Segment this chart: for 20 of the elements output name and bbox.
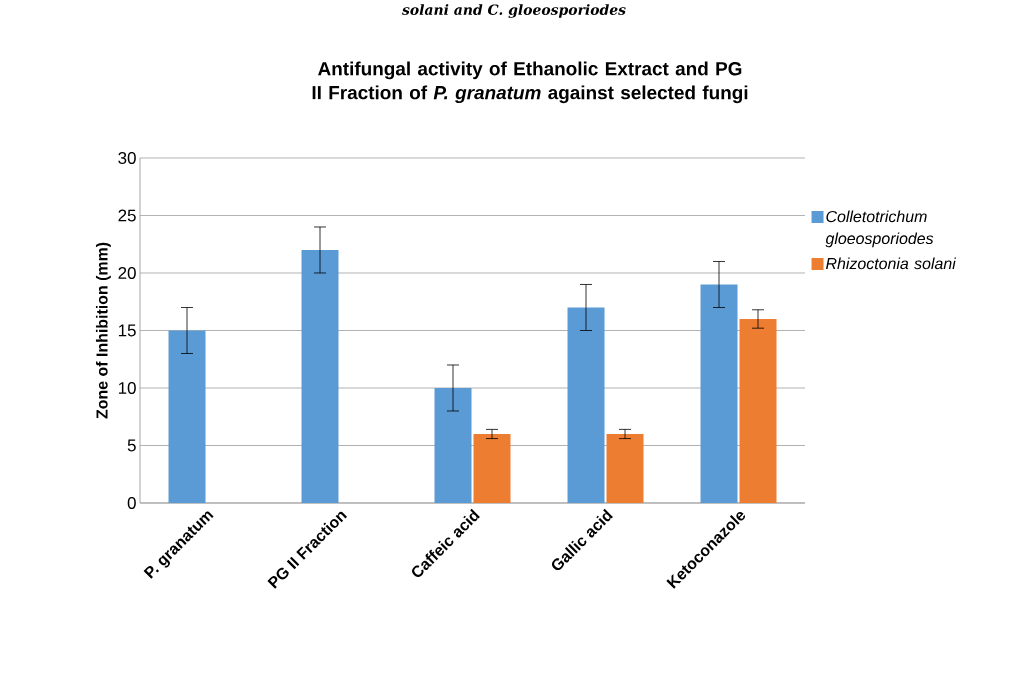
text: solani and C. gloeosporiodes [402, 4, 626, 18]
y-axis-title: Zone of Inhibition (mm) [95, 242, 111, 419]
y-tick-label: 30 [118, 151, 136, 164]
legend-label: Colletotrichum gloeosporiodes [825, 210, 934, 248]
y-tick-label: 20 [118, 266, 136, 279]
y-tick-label: 15 [118, 324, 136, 337]
bar [473, 433, 511, 503]
bar [168, 330, 206, 503]
bar [700, 284, 738, 503]
bar [606, 433, 644, 503]
chart-title: Antifungal activity of Ethanolic Extract and PG II Fraction of P. granatum against selected fungi [312, 61, 748, 104]
legend-label: Rhizoctonia solani [826, 257, 957, 270]
y-tick-label: 10 [118, 381, 136, 394]
bar [434, 387, 472, 503]
y-tick-label: 25 [118, 209, 136, 222]
bar [567, 307, 605, 503]
y-tick-label: 0 [127, 496, 136, 509]
y-tick-label: 5 [127, 439, 136, 452]
bar [739, 318, 777, 503]
bar [301, 249, 339, 503]
